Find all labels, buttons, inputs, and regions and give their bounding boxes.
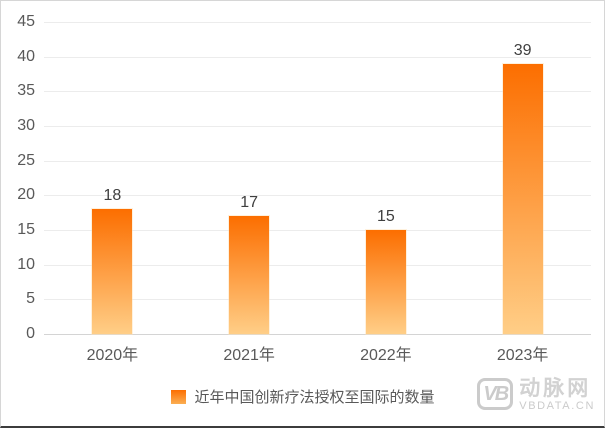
gridline: [44, 160, 591, 162]
x-tick-label: 2023年: [496, 347, 549, 364]
x-tick-label: 2020年: [86, 347, 139, 364]
y-tick-label: 20: [17, 186, 35, 204]
legend-marker-icon: [170, 389, 186, 404]
gridline: [44, 230, 591, 231]
gridline: [44, 264, 591, 266]
watermark-logo: VB 动脉网 VBDATA.CN: [477, 378, 595, 412]
y-tick-label: 0: [26, 325, 35, 342]
bar-2022年: [365, 230, 406, 334]
gridline: [44, 56, 591, 58]
y-tick-label: 30: [17, 117, 35, 134]
y-tick-label: 40: [17, 47, 35, 65]
y-tick-label: 10: [17, 255, 35, 273]
y-tick-label: 15: [17, 221, 35, 238]
gridline: [44, 22, 591, 23]
gridline: [44, 299, 591, 301]
x-tick-label: 2022年: [360, 347, 412, 364]
legend-label: 近年中国创新疗法授权至国际的数量: [194, 389, 435, 406]
gridline: [44, 91, 591, 93]
legend: 近年中国创新疗法授权至国际的数量: [170, 386, 435, 407]
vb-logo-icon: VB: [477, 378, 514, 410]
x-axis-line: [44, 334, 591, 335]
bar-value-label: 18: [103, 187, 122, 205]
bar-value-label: 17: [240, 194, 259, 212]
bar-2021年: [229, 216, 270, 334]
watermark-domain: VBDATA.CN: [519, 400, 595, 412]
gridline: [44, 126, 591, 127]
x-tick-label: 2021年: [223, 347, 275, 364]
watermark-brand: 动脉网: [519, 377, 592, 400]
bar-value-label: 39: [513, 41, 532, 59]
bar-2023年: [502, 63, 543, 334]
y-tick-label: 25: [17, 151, 35, 169]
y-tick-label: 5: [26, 290, 35, 308]
y-tick-label: 45: [17, 13, 35, 30]
bar-2020年: [92, 209, 133, 334]
bar-value-label: 15: [376, 208, 395, 225]
gridline: [44, 195, 591, 197]
vb-monogram: VB: [483, 382, 509, 405]
y-tick-label: 35: [17, 82, 35, 100]
plot-area: 45 40 35 30 25 20 15 10 5 0 18 2020年 17 2021年 15 2022年 3…: [17, 14, 591, 364]
